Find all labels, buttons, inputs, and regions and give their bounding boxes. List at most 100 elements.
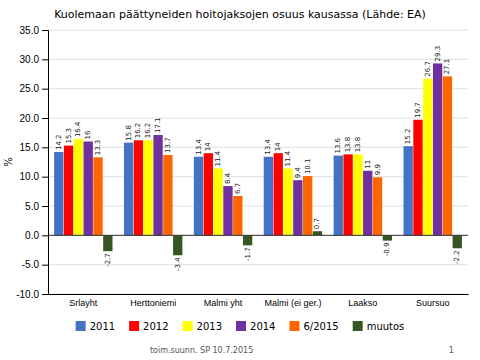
- data-label: 13.3: [94, 140, 102, 156]
- x-tick: Laakso: [348, 294, 377, 308]
- bar: [153, 135, 162, 235]
- legend-item: 2012: [129, 321, 168, 332]
- x-axis-line: [49, 294, 469, 295]
- bar: [124, 143, 133, 236]
- bar: [403, 146, 412, 235]
- y-tick-mark: [42, 235, 48, 236]
- y-tick-mark: [42, 147, 48, 148]
- x-tick: Malmi yht: [204, 294, 243, 308]
- grid-line: [48, 59, 468, 60]
- y-tick-label: 15.0: [20, 142, 40, 153]
- x-tick: Suursuo: [416, 294, 450, 308]
- bar: [233, 196, 242, 235]
- bar: [163, 155, 172, 235]
- bar: [194, 157, 203, 236]
- data-label: -2.2: [453, 250, 461, 264]
- y-tick-mark: [42, 118, 48, 119]
- x-tick: Malmi (ei ger.): [264, 294, 321, 308]
- y-tick-mark: [42, 206, 48, 207]
- data-label: 14.2: [55, 134, 63, 150]
- legend-swatch: [289, 321, 299, 331]
- title: Kuolemaan päättyneiden hoitojaksojen osu…: [54, 8, 426, 21]
- data-label: 13.4: [264, 139, 272, 155]
- x-tick-label: Herttoniemi: [130, 298, 176, 308]
- legend-label: muutos: [367, 321, 405, 332]
- data-label: -0.9: [383, 243, 391, 257]
- data-label: 13.7: [164, 137, 172, 153]
- data-label: 13.4: [195, 139, 203, 155]
- data-label: 26.7: [424, 61, 432, 77]
- y-tick-mark: [42, 30, 48, 31]
- grid-line: [48, 235, 468, 236]
- data-label: 16.2: [144, 123, 152, 139]
- bar: [383, 235, 392, 240]
- x-tick-label: Suursuo: [416, 298, 450, 308]
- chart: Kuolemaan päättyneiden hoitojaksojen osu…: [0, 0, 480, 360]
- data-label: 11.4: [284, 150, 292, 166]
- y-tick: 30.0: [20, 54, 48, 65]
- data-label: 13.8: [344, 137, 352, 153]
- bar: [264, 157, 273, 236]
- data-label: 13.6: [334, 137, 342, 153]
- bar: [423, 79, 432, 236]
- legend-swatch: [183, 321, 193, 331]
- x-tick: Herttoniemi: [130, 294, 176, 308]
- data-label: 14: [274, 142, 282, 151]
- y-tick: -5.0: [22, 259, 48, 270]
- bar: [204, 153, 213, 235]
- bar-series: [54, 143, 413, 236]
- legend-swatch: [236, 321, 246, 331]
- bar: [303, 176, 312, 235]
- legend-swatch: [76, 321, 86, 331]
- plot: 14.215.813.413.413.615.215.316.2141413.8…: [16, 25, 468, 309]
- grid-line: [48, 294, 468, 295]
- bars: [54, 63, 462, 255]
- baseline: [48, 235, 468, 236]
- x-tick-label: Srlayht: [69, 298, 98, 308]
- grid-line: [48, 88, 468, 89]
- bar: [373, 177, 382, 235]
- legend-swatch: [353, 321, 363, 331]
- bar: [413, 120, 422, 236]
- y-tick: 0.0: [25, 230, 48, 241]
- data-label: 10.1: [304, 158, 312, 174]
- data-label: -2.7: [104, 253, 112, 267]
- bar: [363, 171, 372, 236]
- legend-label: 2012: [143, 321, 168, 332]
- bar: [84, 141, 93, 235]
- y-tick-label: -5.0: [22, 259, 40, 270]
- bar: [103, 235, 112, 251]
- bar: [334, 156, 343, 236]
- x-axis: Srlayht Herttoniemi Malmi yht Malmi (ei ger…: [49, 294, 469, 308]
- bar: [443, 76, 452, 235]
- bar-series: [74, 79, 433, 236]
- grid-line: [48, 118, 468, 119]
- y-tick-mark: [42, 177, 48, 178]
- data-label: 9.4: [294, 167, 302, 179]
- legend-item: 2013: [183, 321, 222, 332]
- grid-line: [48, 30, 468, 31]
- bar: [54, 152, 63, 235]
- annotation: toim.suunn. SP 10.7.2015: [150, 346, 253, 355]
- bar: [223, 186, 232, 235]
- y-tick: 25.0: [20, 83, 48, 94]
- bar-series: [64, 120, 423, 236]
- data-label: 6.7: [234, 183, 242, 194]
- bar: [313, 231, 322, 235]
- legend-item: muutos: [353, 321, 405, 332]
- data-label: 27.1: [443, 59, 451, 75]
- bar-series: [93, 76, 452, 235]
- y-axis: -10.0-5.00.05.010.015.020.025.030.035.0: [16, 25, 48, 300]
- x-tick-label: Malmi yht: [204, 298, 243, 308]
- y-tick-mark: [42, 59, 48, 60]
- data-label: 15.8: [125, 125, 133, 141]
- bar: [353, 154, 362, 235]
- data-label: 16.2: [134, 123, 142, 139]
- y-tick-label: 25.0: [20, 83, 40, 94]
- data-label: 11.4: [214, 150, 222, 166]
- data-label: 16: [84, 130, 92, 139]
- bar: [144, 140, 153, 235]
- legend: 20112012201320146/2015muutos: [76, 321, 405, 332]
- legend-label: 2011: [90, 321, 115, 332]
- grid: [48, 30, 468, 294]
